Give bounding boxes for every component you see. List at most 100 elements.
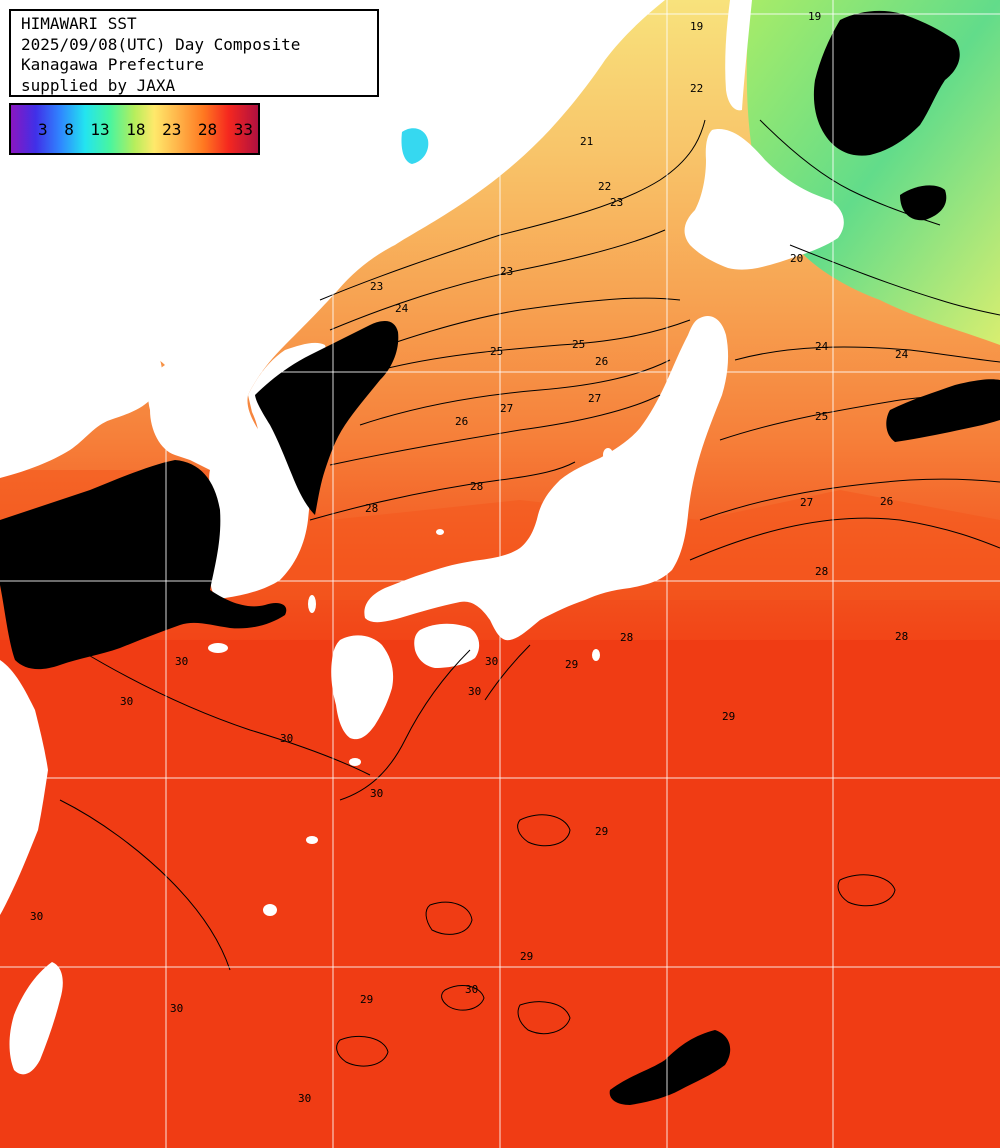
contour-label: 20 (790, 252, 803, 265)
contour-label: 27 (500, 402, 513, 415)
contour-label: 26 (880, 495, 893, 508)
isotherm-30-west (79, 649, 371, 776)
cloud-south-pacific (609, 1030, 731, 1105)
isotherm-20-pacific (789, 244, 1000, 316)
isotherm-28 (309, 461, 576, 521)
contour-label: 19 (808, 10, 821, 23)
china-coast-east (0, 660, 48, 915)
isotherm-25 (379, 319, 691, 371)
contour-label: 23 (500, 265, 513, 278)
sado-island (603, 448, 613, 462)
title-line-3: Kanagawa Prefecture (21, 55, 205, 74)
hokkaido-island (684, 129, 844, 270)
contour-label: 30 (485, 655, 498, 668)
isotherm-27-pacific (699, 478, 1000, 521)
map-title-box: HIMAWARI SST 2025/09/08(UTC) Day Composit… (9, 9, 379, 97)
amami-island (306, 836, 318, 844)
isotherm-28-pacific (689, 517, 1000, 561)
contour-label: 26 (595, 355, 608, 368)
contour-label: 29 (520, 950, 533, 963)
isotherm-29-south (484, 644, 531, 701)
contour-labels: 19 19 20 21 22 22 23 23 23 24 24 24 25 2… (30, 10, 909, 1105)
cloud-pacific-east (886, 379, 1000, 442)
taiwan-island (9, 962, 63, 1075)
china-coast-north (0, 334, 162, 478)
honshu-island (364, 315, 729, 641)
sakhalin-island (725, 0, 752, 111)
contour-label: 28 (470, 480, 483, 493)
isotherm-24 (344, 297, 681, 361)
tsushima-island (308, 595, 316, 613)
contour-label: 30 (170, 1002, 183, 1015)
isotherm-27 (329, 394, 661, 466)
contour-label: 29 (360, 993, 373, 1006)
isotherm-29-loop-4 (336, 1036, 389, 1067)
isotherm-19-north (759, 119, 941, 226)
contour-label: 30 (298, 1092, 311, 1105)
isotherm-30-loop (441, 985, 485, 1011)
cloud-hokkaido-east (813, 10, 960, 156)
colorbar-tick: 3 (38, 120, 48, 139)
cold-water-patch (401, 128, 429, 164)
colorbar-tick: 28 (197, 120, 218, 139)
isotherm-29-loop-1 (517, 814, 571, 847)
contour-label: 25 (572, 338, 585, 351)
sst-colorbar: 3 8 13 18 23 28 33 (9, 103, 260, 155)
contour-label: 28 (895, 630, 908, 643)
contour-label: 22 (598, 180, 611, 193)
title-line-1: HIMAWARI SST (21, 14, 137, 33)
title-line-4: supplied by JAXA (21, 75, 176, 95)
contour-label: 23 (370, 280, 383, 293)
contour-label: 28 (365, 502, 378, 515)
isotherm-29-loop-2 (425, 901, 473, 935)
contour-label: 30 (120, 695, 133, 708)
contour-label: 28 (815, 565, 828, 578)
contour-label: 25 (490, 345, 503, 358)
cloud-masks (0, 10, 1000, 1105)
contour-label: 29 (722, 710, 735, 723)
contour-label: 22 (690, 82, 703, 95)
contour-label: 24 (895, 348, 909, 361)
isotherm-30-south (339, 649, 471, 801)
contour-label: 23 (610, 196, 623, 209)
isotherm-22 (319, 119, 706, 301)
contour-label: 29 (595, 825, 608, 838)
contour-label: 24 (815, 340, 829, 353)
contour-label: 29 (565, 658, 578, 671)
cloud-east-china-sea (0, 460, 287, 670)
tanegashima-island (349, 758, 361, 766)
contour-label: 26 (455, 415, 468, 428)
contour-label: 27 (588, 392, 601, 405)
contour-label: 25 (815, 410, 828, 423)
isotherm-24-pacific (734, 346, 1000, 363)
contour-label: 21 (580, 135, 593, 148)
contour-label: 30 (30, 910, 43, 923)
contour-label: 28 (620, 631, 633, 644)
kyushu-island (331, 635, 394, 740)
colorbar-tick: 13 (90, 120, 110, 139)
isotherm-contours (59, 119, 1000, 1067)
contour-label: 24 (395, 302, 409, 315)
colorbar-tick-labels: 3 8 13 18 23 28 33 (11, 120, 258, 139)
colorbar-tick: 8 (64, 120, 74, 139)
contour-label: 30 (465, 983, 478, 996)
cloud-kuril (900, 185, 947, 221)
izu-island (592, 649, 600, 661)
colorbar-tick: 33 (233, 120, 253, 139)
isotherm-26 (359, 359, 671, 426)
contour-label: 30 (370, 787, 383, 800)
okinawa-island (263, 904, 277, 916)
isotherm-29-loop-3 (517, 1001, 571, 1034)
grid-label-40n: 40N (14, 355, 36, 369)
isotherm-29-loop-5 (837, 874, 896, 907)
jeju-island (208, 643, 228, 653)
oki-island (436, 529, 444, 535)
contour-label: 19 (690, 20, 703, 33)
isotherm-25-pacific (719, 391, 1000, 441)
contour-label: 30 (280, 732, 293, 745)
contour-label: 30 (175, 655, 188, 668)
title-line-2: 2025/09/08(UTC) Day Composite (21, 34, 301, 54)
isotherm-30-deep (59, 799, 231, 971)
